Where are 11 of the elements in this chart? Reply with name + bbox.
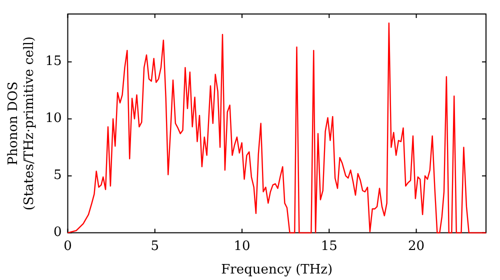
x-tick-label: 15 [320, 238, 338, 254]
x-tick-label: 0 [64, 238, 72, 254]
y-tick-label: 5 [53, 168, 62, 184]
y-axis-title: Phonon DOS (States/THz·primitive cell) [6, 36, 37, 210]
x-tick-label: 20 [408, 238, 425, 254]
y-tick-label: 0 [53, 225, 62, 240]
y-tick-label: 10 [45, 111, 62, 126]
x-tick-label: 10 [234, 238, 250, 254]
x-tick-label: 5 [150, 238, 160, 254]
x-axis-title: Frequency (THz) [221, 262, 333, 278]
y-tick-label: 15 [45, 54, 62, 70]
